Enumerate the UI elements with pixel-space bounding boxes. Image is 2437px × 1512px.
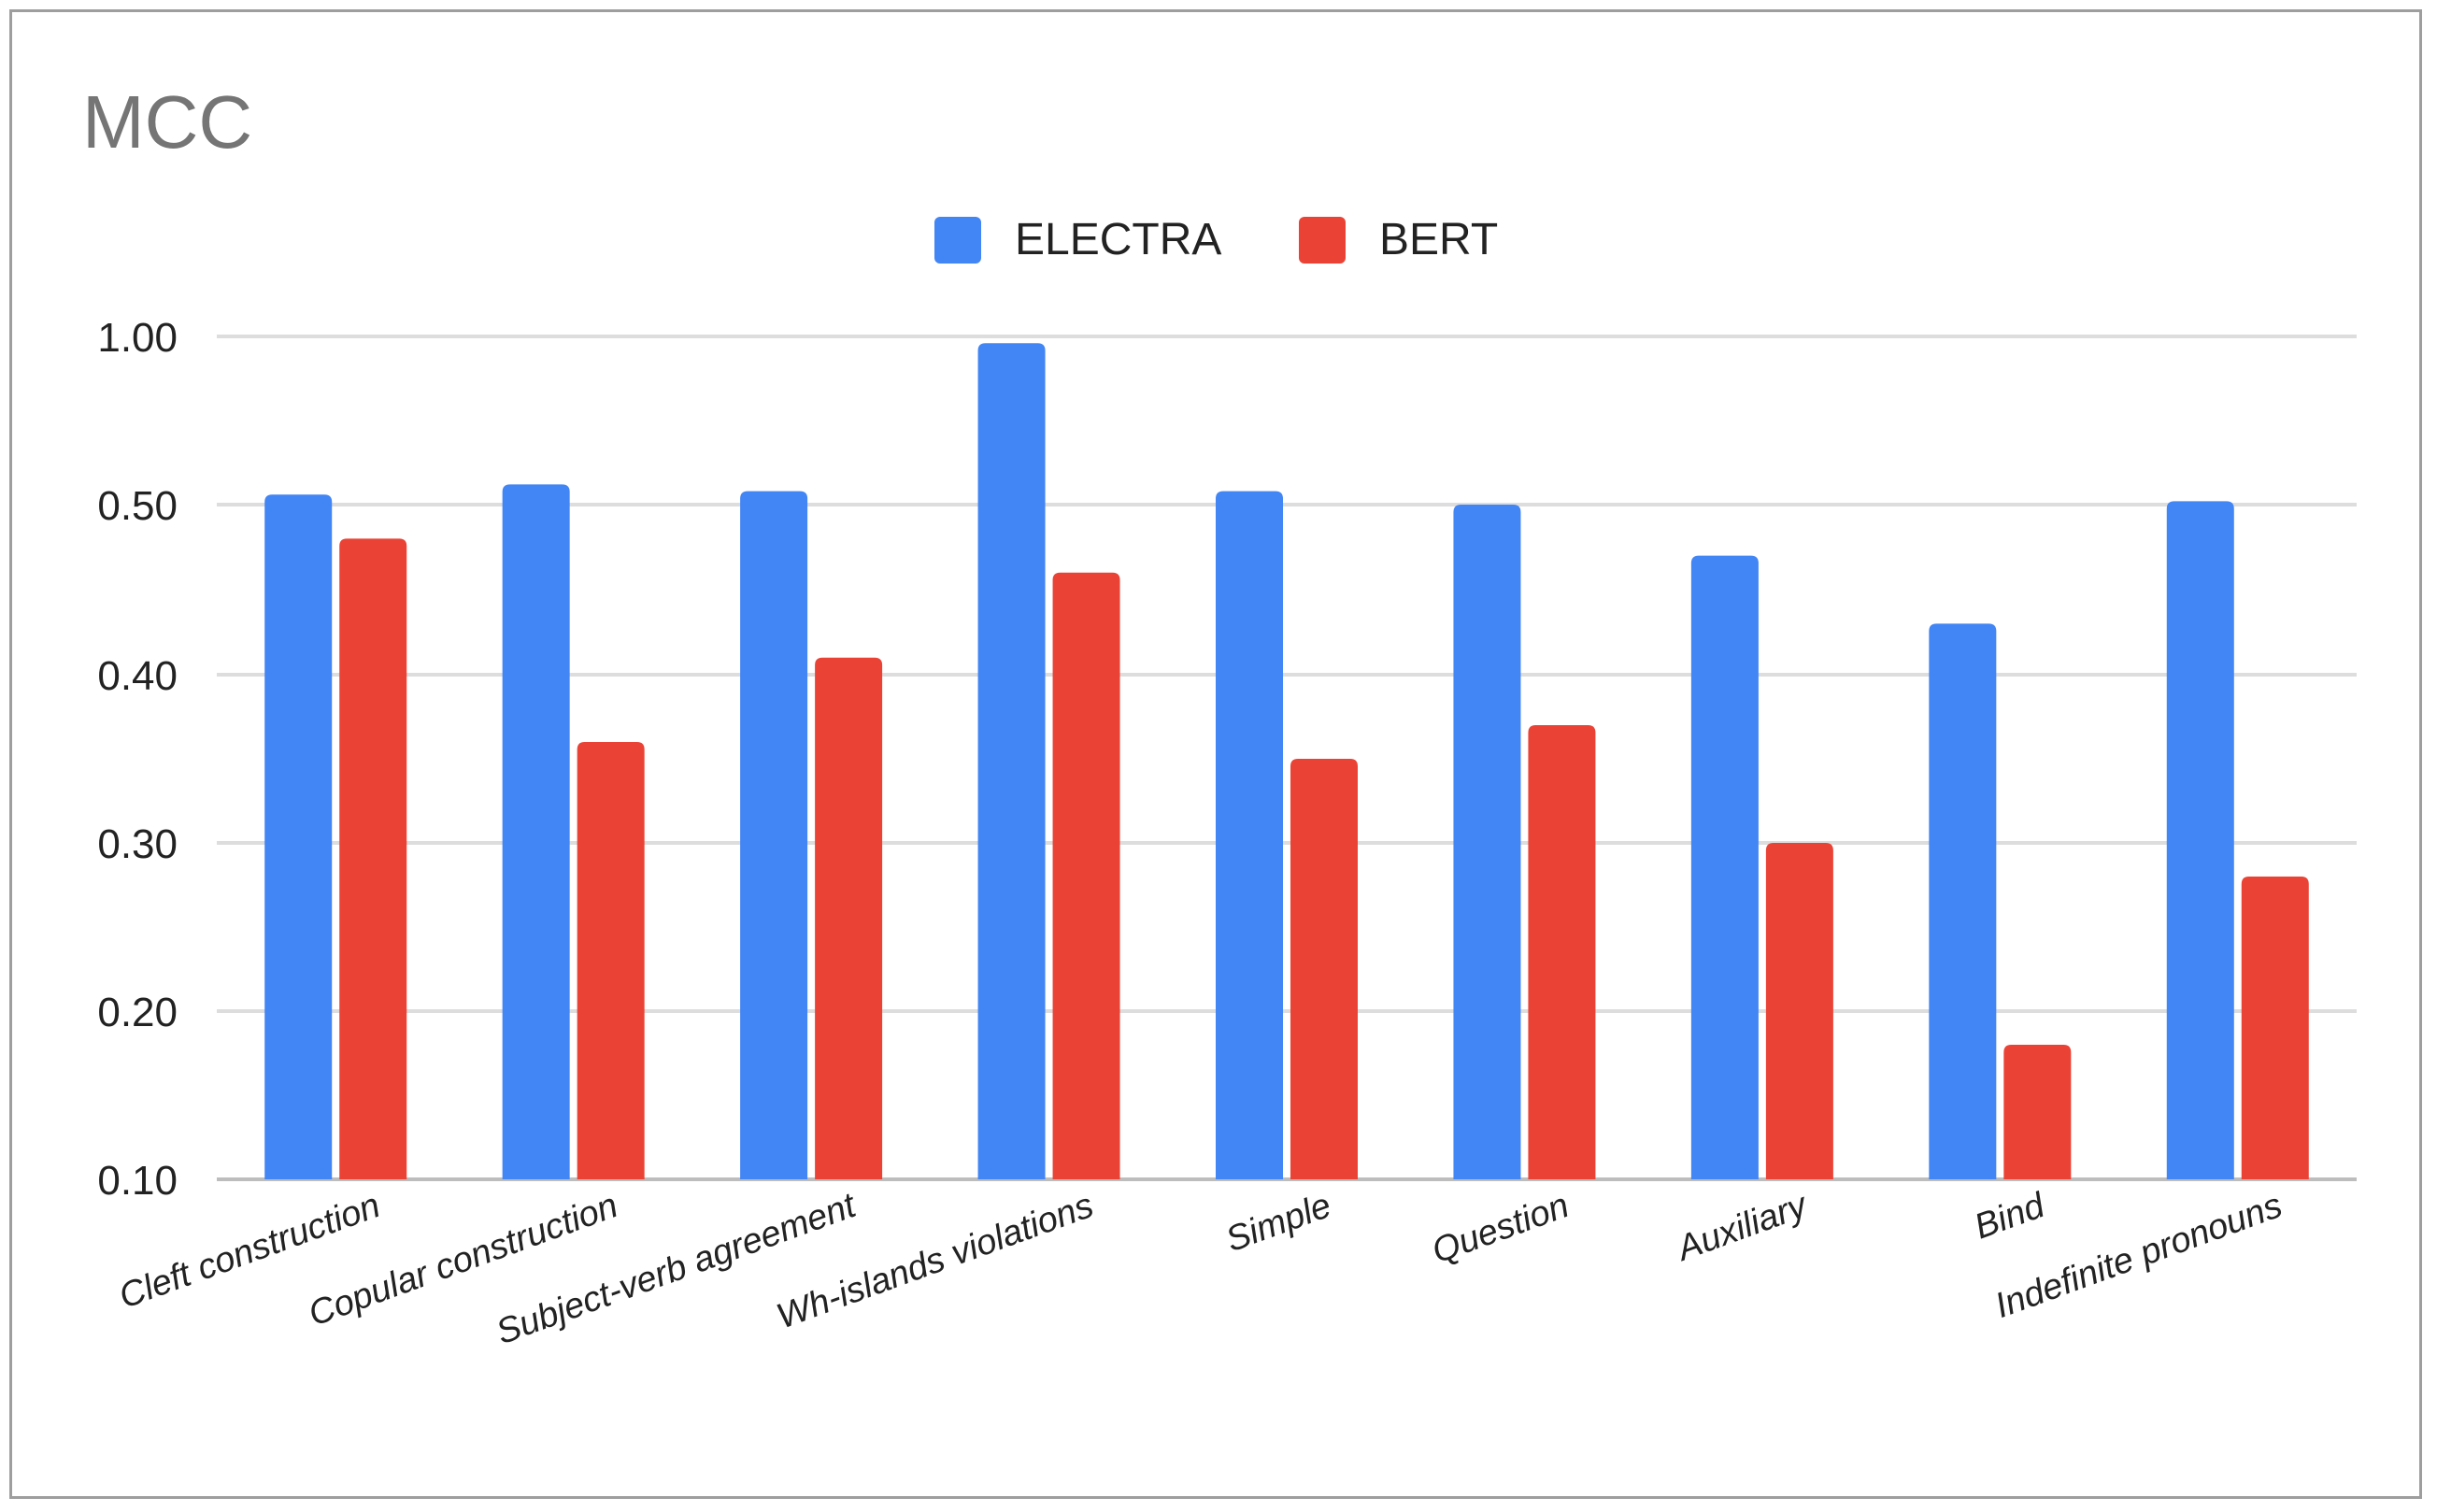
gridlines	[217, 335, 2357, 1181]
bar-electra	[740, 491, 808, 1179]
y-tick-label: 0.50	[97, 483, 178, 529]
y-tick-label: 0.30	[97, 821, 178, 867]
y-tick-label: 1.00	[97, 315, 178, 361]
legend-label-bert: BERT	[1379, 215, 1498, 264]
legend-swatch-bert	[1299, 217, 1346, 264]
bar-electra	[1690, 555, 1759, 1179]
x-tick-label: Bind	[1970, 1185, 2052, 1247]
x-tick-label: Auxiliary	[1671, 1185, 1814, 1269]
bar-bert	[1528, 725, 1596, 1179]
bar-bert	[339, 538, 407, 1179]
x-tick-label: Simple	[1221, 1186, 1337, 1260]
x-tick-label: Question	[1427, 1186, 1574, 1271]
bar-bert	[2241, 877, 2309, 1179]
bar-bert	[577, 742, 645, 1179]
bar-bert	[1290, 759, 1358, 1179]
bar-electra	[977, 343, 1046, 1179]
bar-bert	[1052, 572, 1120, 1179]
bar-electra	[2166, 501, 2234, 1179]
legend: ELECTRA BERT	[934, 215, 1498, 264]
bar-electra	[264, 494, 333, 1179]
legend-label-electra: ELECTRA	[1015, 215, 1221, 264]
bar-electra	[502, 484, 570, 1179]
bar-electra	[1216, 491, 1283, 1179]
bar-bert	[815, 657, 883, 1179]
bars	[264, 343, 2309, 1179]
legend-swatch-electra	[934, 217, 981, 264]
y-tick-label: 0.10	[97, 1158, 178, 1204]
bar-electra	[1929, 623, 1997, 1179]
y-axis-ticks: 0.10 0.20 0.30 0.40 0.50 1.00	[97, 315, 178, 1204]
bar-bert	[1765, 843, 1833, 1179]
chart-title: MCC	[82, 80, 252, 164]
bar-bert	[2003, 1045, 2072, 1179]
y-tick-label: 0.40	[97, 653, 178, 699]
y-tick-label: 0.20	[97, 990, 178, 1035]
bar-electra	[1453, 505, 1521, 1179]
